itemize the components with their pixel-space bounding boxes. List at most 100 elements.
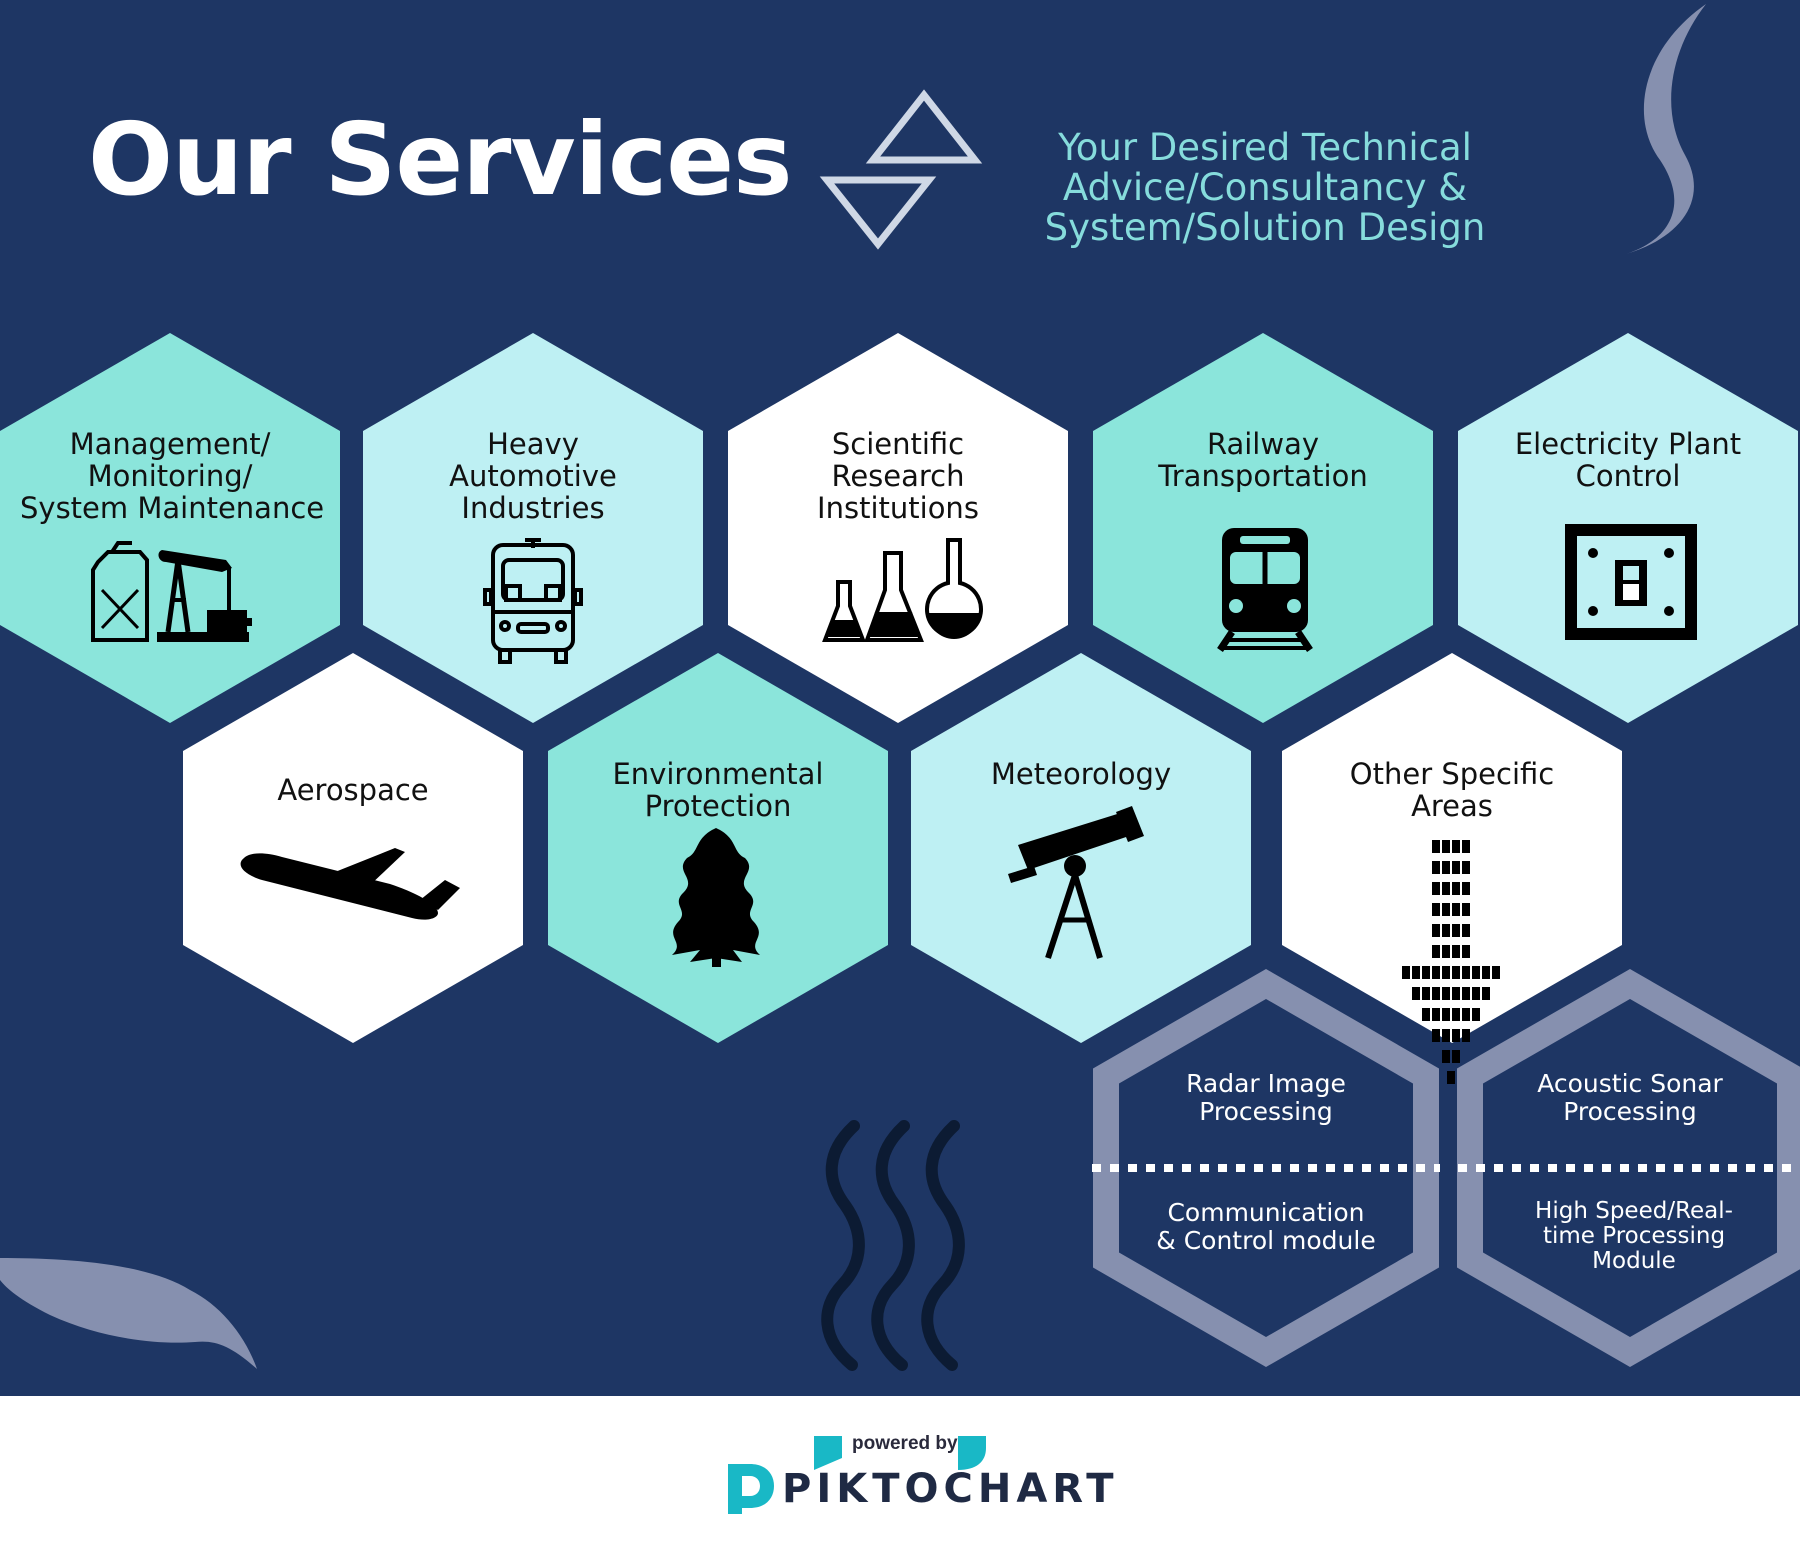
hex-management xyxy=(0,333,340,723)
service-label-line: Aerospace xyxy=(277,773,429,807)
service-label-electricity-plant: Electricity Plant Control xyxy=(1478,428,1778,492)
lab-flasks-icon xyxy=(822,538,983,642)
sub-service-hexagons xyxy=(1093,969,1800,1367)
service-label-railway: Railway Transportation xyxy=(1113,428,1413,492)
arrow-pixel xyxy=(1452,882,1460,895)
arrow-pixel xyxy=(1432,966,1440,979)
arrow-pixel xyxy=(1452,1050,1460,1063)
service-label-management: Management/ Monitoring/ System Maintenan… xyxy=(20,428,325,525)
arrow-pixel xyxy=(1452,1008,1460,1021)
arrow-pixel xyxy=(1442,840,1450,853)
sub-service-radar: Radar Image Processing xyxy=(1126,1070,1406,1126)
arrow-pixel xyxy=(1442,861,1450,874)
arrow-pixel xyxy=(1482,966,1490,979)
arrow-pixel xyxy=(1472,1008,1480,1021)
swoosh-decoration-top xyxy=(1626,4,1706,254)
arrow-pixel xyxy=(1442,966,1450,979)
arrow-pixel xyxy=(1412,966,1420,979)
leaf-decoration-bottom-left xyxy=(0,1258,257,1369)
service-label-line: Monitoring/ xyxy=(87,459,253,493)
service-label-heavy-automotive: Heavy Automotive Industries xyxy=(383,428,683,524)
arrow-pixel xyxy=(1442,1050,1450,1063)
subtitle-line: Advice/Consultancy & xyxy=(1062,166,1468,209)
arrow-pixel xyxy=(1442,987,1450,1000)
arrow-pixel xyxy=(1452,903,1460,916)
service-label-line: Automotive xyxy=(449,459,617,493)
arrow-pixel xyxy=(1462,861,1470,874)
footer xyxy=(0,1396,1800,1556)
fuel-can-oil-pump-icon xyxy=(91,541,252,642)
arrow-pixel xyxy=(1447,1071,1455,1084)
sub-service-high-speed: High Speed/Real- time Processing Module xyxy=(1494,1199,1774,1274)
arrow-pixel xyxy=(1462,903,1470,916)
arrow-pixel xyxy=(1462,1029,1470,1042)
sub-service-line: time Processing xyxy=(1542,1223,1726,1249)
arrow-pixel xyxy=(1442,903,1450,916)
airplane-icon xyxy=(240,848,460,920)
bus-icon xyxy=(483,538,583,664)
sub-service-line: Acoustic Sonar xyxy=(1537,1069,1723,1098)
arrow-pixel xyxy=(1472,987,1480,1000)
sub-service-line: Radar Image xyxy=(1186,1069,1346,1098)
service-label-line: System Maintenance xyxy=(20,491,325,525)
arrow-pixel xyxy=(1462,945,1470,958)
service-label-environmental: Environmental Protection xyxy=(568,758,868,822)
service-label-scientific-research: Scientific Research Institutions xyxy=(748,428,1048,524)
sub-service-line: High Speed/Real- xyxy=(1535,1198,1733,1224)
arrow-pixel xyxy=(1432,903,1440,916)
hex-scientific-research xyxy=(728,333,1068,723)
page-title: Our Services xyxy=(88,101,793,218)
arrow-pixel xyxy=(1432,882,1440,895)
down-arrow-icon xyxy=(1402,840,1500,1084)
arrow-pixel xyxy=(1452,966,1460,979)
power-switch-icon xyxy=(1565,524,1697,640)
arrow-pixel xyxy=(1442,1029,1450,1042)
arrow-pixel xyxy=(1422,1008,1430,1021)
arrow-pixel xyxy=(1422,966,1430,979)
sub-service-line: Processing xyxy=(1199,1097,1333,1126)
arrow-pixel xyxy=(1432,1008,1440,1021)
infographic-panel: Our Services Your Desired Technical Advi… xyxy=(0,0,1800,1396)
hex-aerospace xyxy=(183,653,523,1043)
service-label-line: Railway xyxy=(1206,427,1320,461)
sub-service-sonar: Acoustic Sonar Processing xyxy=(1490,1070,1770,1126)
service-label-line: Environmental xyxy=(612,757,824,791)
arrow-pixel xyxy=(1482,987,1490,1000)
service-label-line: Other Specific xyxy=(1349,757,1555,791)
brand-name: PIKTOCHART xyxy=(782,1466,1119,1512)
arrow-pixel xyxy=(1462,882,1470,895)
arrow-pixel xyxy=(1422,987,1430,1000)
subtitle-line: Your Desired Technical xyxy=(1058,126,1472,169)
service-label-line: Heavy xyxy=(487,427,579,461)
arrow-pixel xyxy=(1462,1008,1470,1021)
service-label-aerospace: Aerospace xyxy=(203,774,503,806)
sub-service-line: Processing xyxy=(1563,1097,1697,1126)
service-label-line: Areas xyxy=(1411,789,1493,823)
sub-service-line: & Control module xyxy=(1156,1226,1376,1255)
arrow-pixel xyxy=(1442,1008,1450,1021)
service-label-line: Transportation xyxy=(1158,459,1368,493)
service-label-line: Electricity Plant xyxy=(1514,427,1742,461)
subtitle-line: System/Solution Design xyxy=(1044,206,1486,249)
service-label-line: Industries xyxy=(461,491,605,525)
sub-service-line: Communication xyxy=(1167,1198,1365,1227)
arrow-pixel xyxy=(1432,924,1440,937)
arrow-pixel xyxy=(1432,1029,1440,1042)
arrow-pixel xyxy=(1412,987,1420,1000)
service-label-meteorology: Meteorology xyxy=(931,758,1231,790)
wave-decoration xyxy=(821,1120,965,1371)
arrow-pixel xyxy=(1462,966,1470,979)
exchange-triangles-icon xyxy=(819,89,983,250)
page-subtitle: Your Desired Technical Advice/Consultanc… xyxy=(1000,128,1530,248)
sub-service-line: Module xyxy=(1592,1248,1676,1274)
arrow-pixel xyxy=(1492,966,1500,979)
service-label-line: Protection xyxy=(644,789,792,823)
arrow-pixel xyxy=(1462,924,1470,937)
arrow-pixel xyxy=(1432,945,1440,958)
arrow-pixel xyxy=(1442,945,1450,958)
service-label-line: Scientific xyxy=(831,427,965,461)
service-label-other-areas: Other Specific Areas xyxy=(1302,758,1602,822)
arrow-pixel xyxy=(1462,987,1470,1000)
decorative-artwork xyxy=(0,4,1800,1371)
